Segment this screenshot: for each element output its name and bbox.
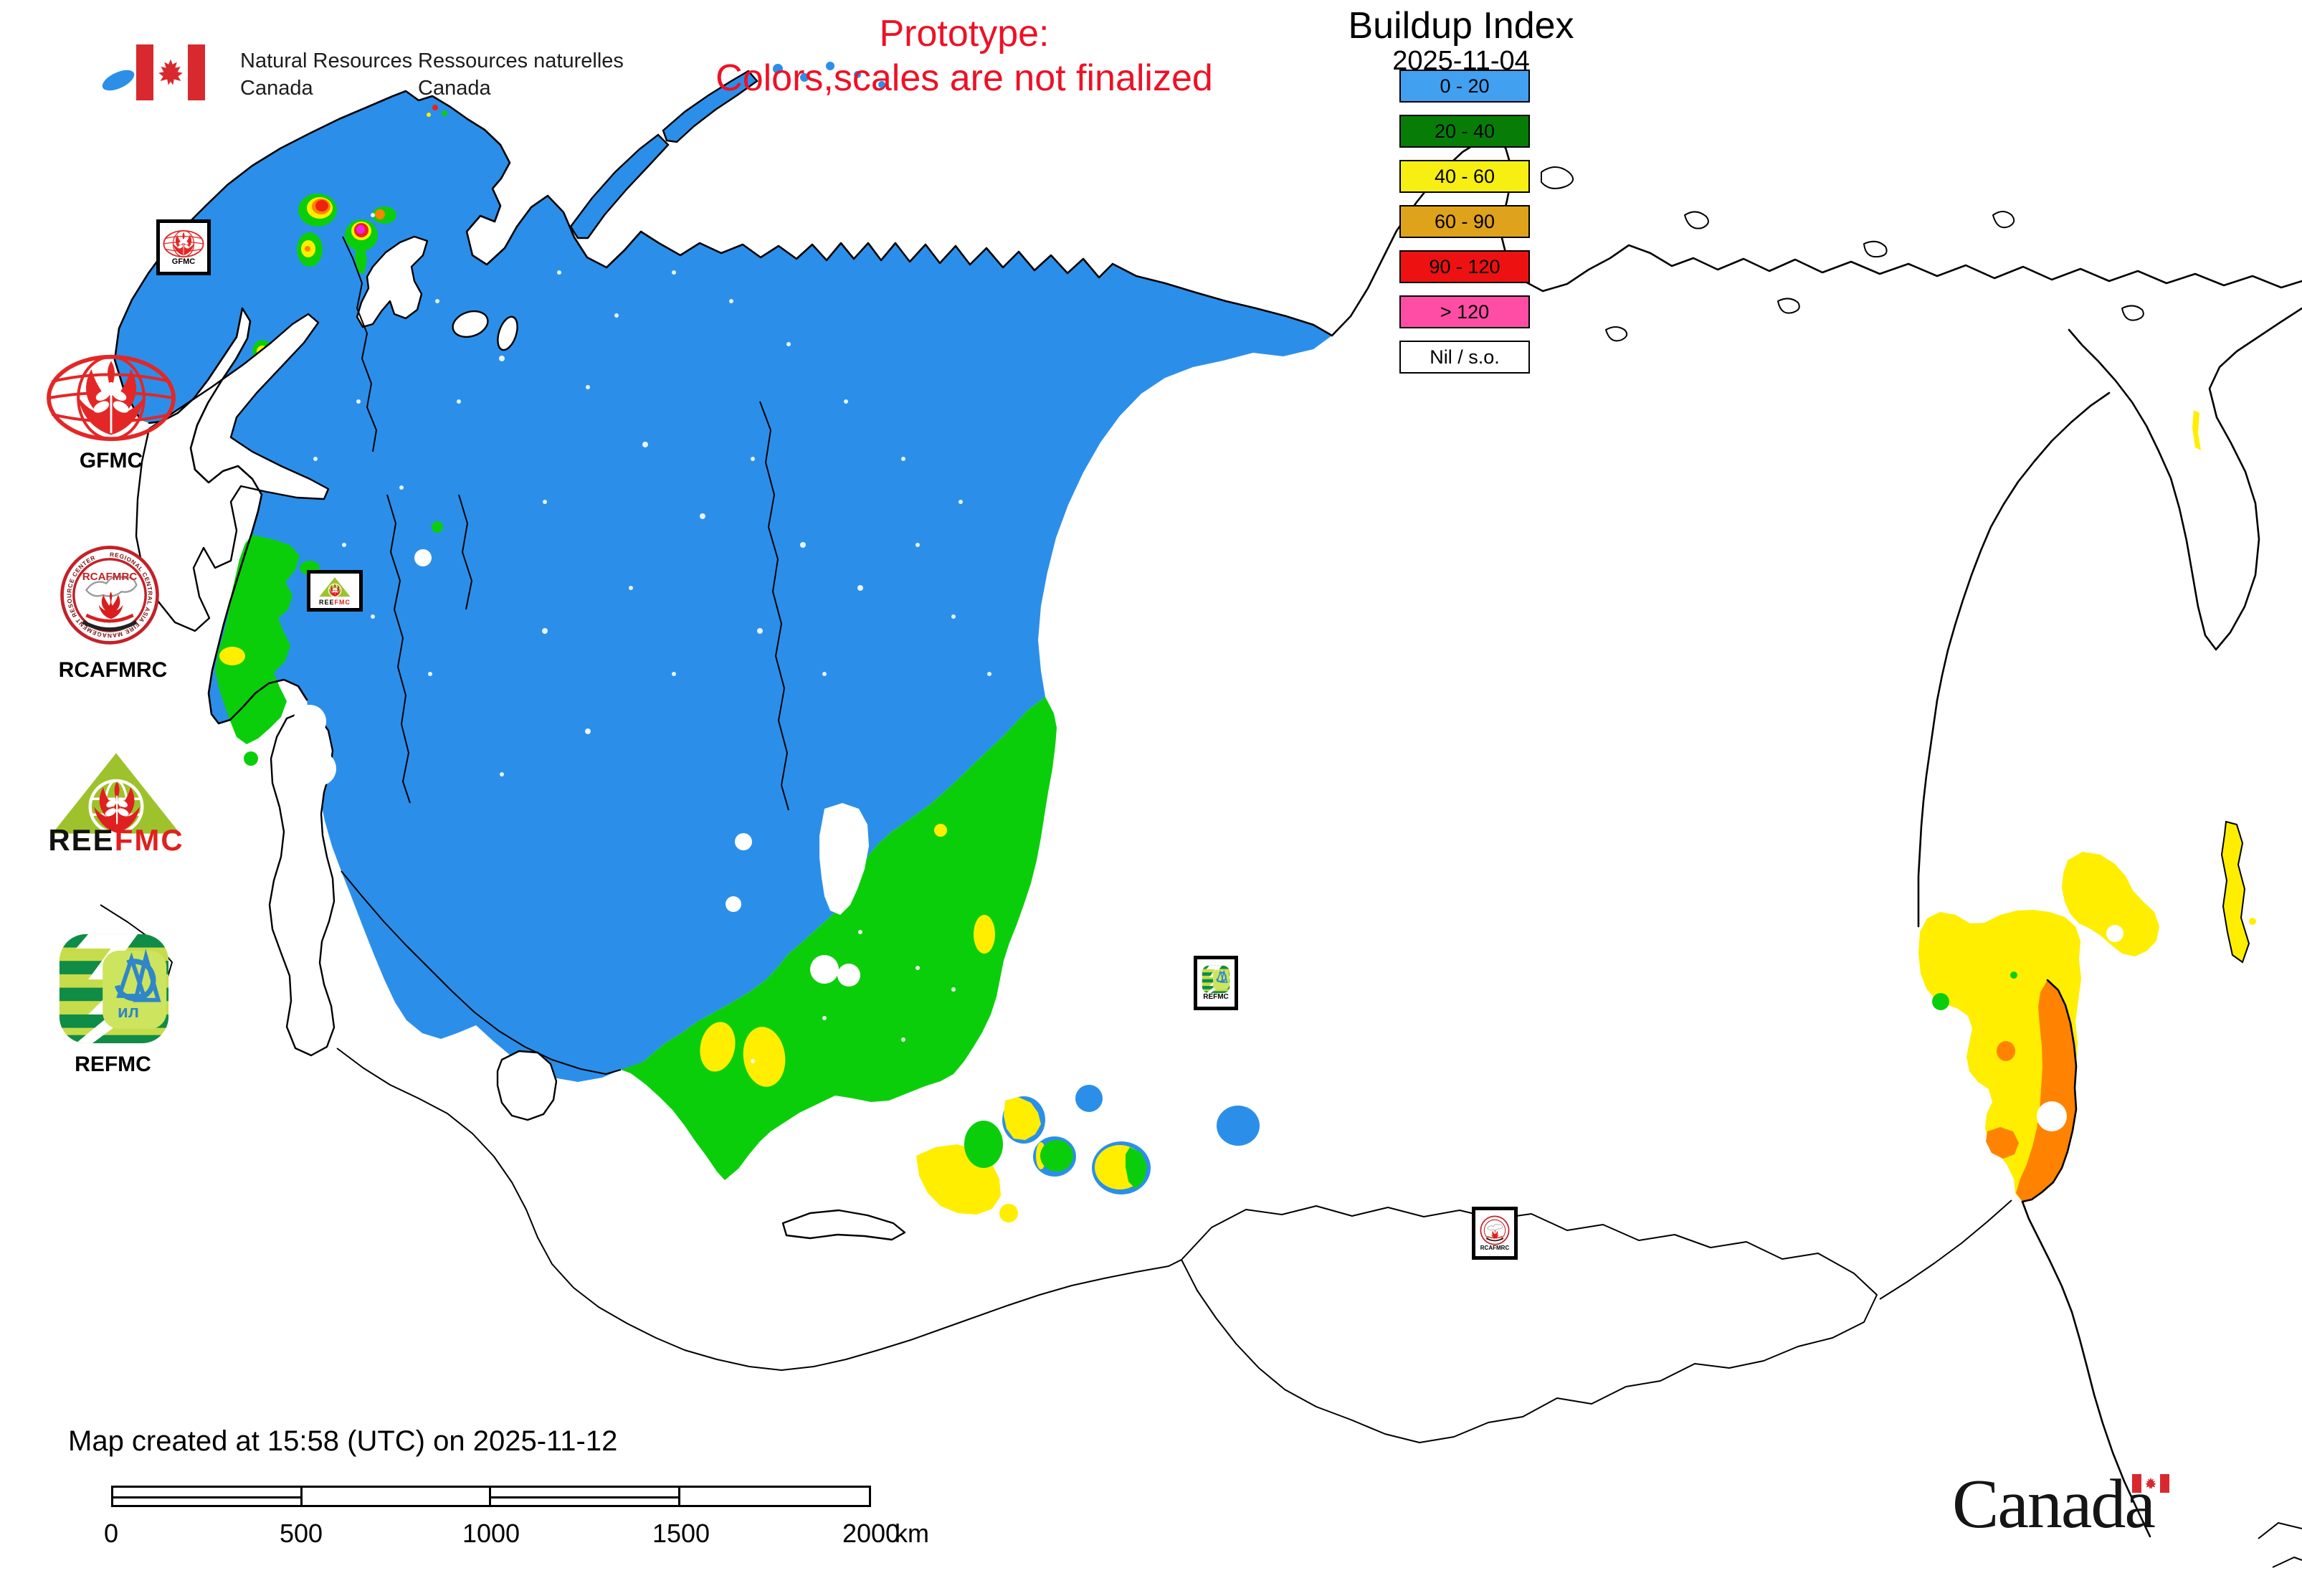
nrcan-title-en: Natural Resources Canada: [240, 49, 413, 100]
river-speckles: [313, 213, 991, 1063]
station-clusters-south: [916, 1096, 1151, 1222]
seas-and-lakes: [135, 213, 991, 1241]
kazakh-russia-border: [341, 870, 622, 1075]
reefmc-marker-icon: [316, 576, 353, 599]
canada-flag-icon: [136, 44, 205, 100]
reefmc-logo-label: REEFMC: [48, 823, 184, 857]
refmc-logo: [57, 932, 171, 1045]
canada-wordmark: Canada: [1952, 1466, 2156, 1543]
legend-item-20-40: 20 - 40: [1399, 115, 1530, 148]
aral-sea: [496, 1050, 558, 1121]
scale-tick-2000: 2000: [842, 1519, 900, 1548]
caspian-sea: [268, 711, 336, 1057]
gfmc-logo-label: GFMC: [79, 449, 143, 472]
lake-balkhash: [781, 1209, 906, 1241]
scale-tick-0: 0: [103, 1519, 119, 1548]
legend-item-0-20: 0 - 20: [1399, 70, 1530, 103]
baltic-sea: [135, 313, 330, 632]
lake-ladoga: [452, 310, 489, 338]
bui-region-low: [102, 62, 1332, 1146]
lake-onega: [497, 315, 518, 351]
map-created-timestamp: Map created at 15:58 (UTC) on 2025-11-12: [68, 1425, 618, 1457]
bui-region-high: [219, 647, 995, 1087]
refmc-marker-icon: [1202, 965, 1230, 994]
refmc-station-marker: REFMC: [1194, 956, 1238, 1010]
gfmc-station-marker: GFMC: [156, 219, 211, 275]
rcafmrc-station-marker: RCAFMRC: [1472, 1207, 1518, 1260]
prototype-warning: Prototype: Colors,scales are not finaliz…: [715, 13, 1213, 99]
canada-wordmark-flag-icon: [2132, 1474, 2169, 1493]
rcafmrc-logo-label: RCAFMRC: [58, 658, 168, 682]
refmc-logo-label: REFMC: [75, 1053, 151, 1076]
legend-item-40-60: 40 - 60: [1399, 160, 1530, 193]
rcafmrc-marker-icon: [1480, 1215, 1510, 1245]
mongolia-border: [1181, 1205, 1878, 1443]
rcafmrc-inner-text: RCAFMRC: [82, 571, 138, 583]
scale-bar: [111, 1486, 871, 1507]
legend-item-nil: Nil / s.o.: [1399, 341, 1530, 374]
white-sea: [356, 235, 429, 328]
gfmc-logo: [43, 353, 179, 443]
rcafmrc-logo: REGIONAL CENTRAL ASIA FIRE MANAGEMENT RE…: [60, 546, 159, 645]
nrcan-title-fr: Ressources naturelles Canada: [418, 49, 624, 100]
scale-tick-1000: 1000: [462, 1519, 520, 1548]
reefmc-station-marker: REEFMC: [307, 570, 363, 612]
scale-unit: km: [895, 1519, 929, 1548]
bui-region-fareast: [1918, 410, 2256, 1202]
refmc-inner-text: ил: [118, 1002, 139, 1022]
legend-item-gt-120: > 120: [1399, 295, 1530, 328]
legend-title: Buildup Index: [1348, 5, 1574, 47]
maple-leaf-icon: [158, 59, 183, 85]
maple-leaf-icon: [2145, 1477, 2156, 1489]
gfmc-marker-icon: [163, 229, 204, 258]
kazakh-south-border: [336, 1048, 1182, 1371]
china-border: [1879, 1200, 2012, 1300]
legend-item-60-90: 60 - 90: [1399, 205, 1530, 238]
scale-tick-1500: 1500: [652, 1519, 710, 1548]
legend-item-90-120: 90 - 120: [1399, 250, 1530, 283]
scale-tick-500: 500: [279, 1519, 323, 1548]
